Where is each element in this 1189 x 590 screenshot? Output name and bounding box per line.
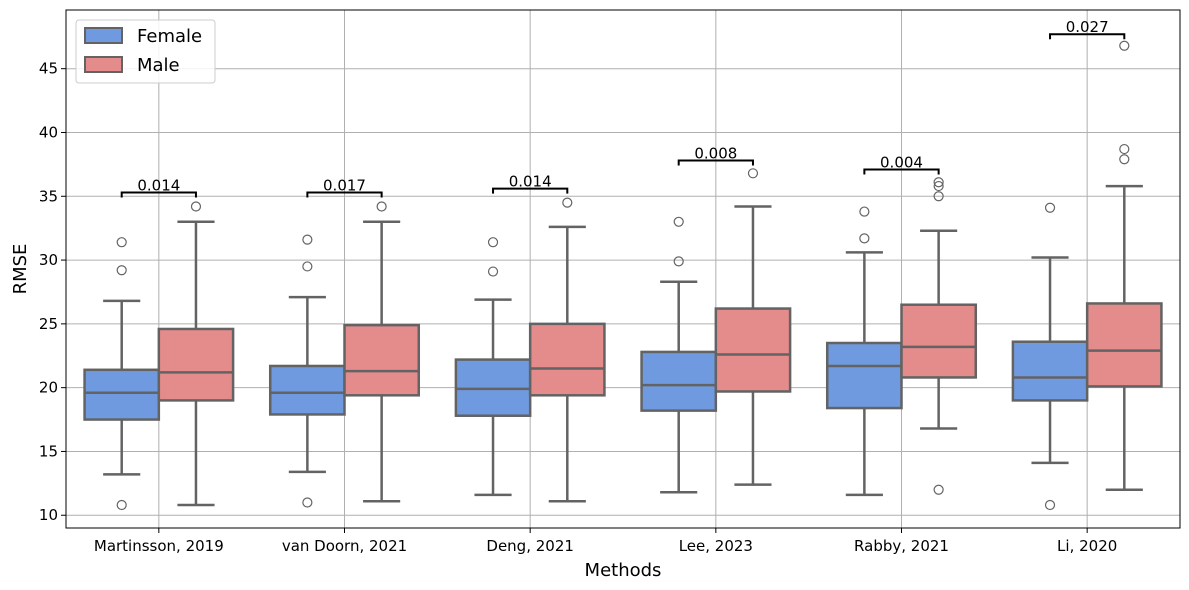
significance-bracket: 0.017 xyxy=(306,176,383,198)
significance-bracket: 0.014 xyxy=(492,173,569,194)
iqr-box xyxy=(343,323,421,397)
legend: Female Male xyxy=(75,19,216,84)
box-male xyxy=(157,201,235,507)
box-male xyxy=(900,177,978,495)
outlier-point xyxy=(376,201,387,212)
y-tick-label: 15 xyxy=(39,442,58,460)
iqr-box xyxy=(714,307,792,393)
outlier-point xyxy=(859,233,870,244)
outlier-point xyxy=(562,197,573,208)
box-female xyxy=(825,206,903,497)
plot-frame xyxy=(65,9,1181,529)
y-tick-label: 40 xyxy=(39,123,58,141)
outlier-point xyxy=(1119,143,1130,155)
y-tick-label: 45 xyxy=(39,60,58,78)
x-tick-label: Li, 2020 xyxy=(1057,537,1117,555)
p-value-label: 0.004 xyxy=(880,153,923,171)
box-male xyxy=(528,197,606,503)
box-female xyxy=(640,216,718,494)
legend-label-female: Female xyxy=(137,26,202,47)
y-tick-label: 30 xyxy=(39,251,58,269)
box-female xyxy=(454,237,532,497)
outlier-point xyxy=(1119,154,1130,165)
y-tick-label: 10 xyxy=(39,506,58,524)
bracket-line xyxy=(306,191,383,198)
outlier-point xyxy=(933,177,944,188)
iqr-box xyxy=(268,364,346,416)
p-value-label: 0.014 xyxy=(137,176,180,194)
bracket-line xyxy=(120,191,197,198)
legend-swatch-male xyxy=(84,56,123,73)
legend-swatch-female xyxy=(84,27,123,44)
iqr-box xyxy=(825,341,903,410)
box-female xyxy=(83,237,161,511)
x-tick-label: Rabby, 2021 xyxy=(854,537,949,555)
box-female xyxy=(1011,202,1089,511)
y-axis-label: RMSE xyxy=(10,244,31,295)
outlier-point xyxy=(673,216,684,227)
outlier-point xyxy=(673,256,684,267)
box-male xyxy=(1085,40,1163,491)
bracket-line xyxy=(863,168,940,175)
iqr-box xyxy=(900,303,978,379)
axis-ticks: 10 15 20 25 30 35 40 45 Martinsson, 2019 van Door… xyxy=(39,60,1117,555)
box-female xyxy=(268,234,346,508)
significance-bracket: 0.027 xyxy=(1049,18,1126,40)
box-male xyxy=(343,201,421,503)
significance-annotations: 0.014 0.017 0.014 0.008 0.004 0.027 xyxy=(120,18,1126,198)
outlier-point xyxy=(933,191,944,202)
outlier-point xyxy=(1119,40,1130,51)
x-tick-label: Martinsson, 2019 xyxy=(94,537,224,555)
outlier-point xyxy=(747,168,759,179)
p-value-label: 0.017 xyxy=(323,176,366,194)
p-value-label: 0.027 xyxy=(1066,18,1109,36)
significance-bracket: 0.014 xyxy=(120,176,197,198)
outlier-point xyxy=(933,180,944,192)
outlier-point xyxy=(116,237,127,248)
y-tick-label: 35 xyxy=(39,187,58,205)
p-value-label: 0.014 xyxy=(509,173,552,191)
bracket-line xyxy=(492,187,569,194)
outlier-point xyxy=(487,266,499,277)
box-male xyxy=(714,168,792,486)
outlier-point xyxy=(859,206,870,217)
bracket-line xyxy=(677,159,754,166)
x-tick-label: Deng, 2021 xyxy=(486,537,574,555)
outlier-point xyxy=(487,237,499,248)
iqr-box xyxy=(1011,340,1089,402)
y-tick-label: 20 xyxy=(39,379,58,397)
y-tick-label: 25 xyxy=(39,315,58,333)
iqr-box xyxy=(528,322,606,397)
outlier-point xyxy=(933,484,944,495)
iqr-box xyxy=(1085,302,1163,388)
iqr-box xyxy=(454,358,532,417)
legend-label-male: Male xyxy=(137,55,180,76)
outlier-point xyxy=(116,499,127,511)
p-value-label: 0.008 xyxy=(694,145,737,163)
outlier-point xyxy=(190,201,202,212)
x-axis-label: Methods xyxy=(585,560,662,581)
iqr-box xyxy=(157,327,235,402)
outlier-point xyxy=(302,234,313,245)
outlier-point xyxy=(302,497,313,508)
significance-bracket: 0.004 xyxy=(863,153,940,175)
bracket-line xyxy=(1049,33,1126,40)
box-plots xyxy=(83,40,1163,511)
outlier-point xyxy=(1044,499,1056,511)
x-tick-label: van Doorn, 2021 xyxy=(282,537,407,555)
grid-lines xyxy=(66,10,1180,528)
significance-bracket: 0.008 xyxy=(677,145,754,166)
outlier-point xyxy=(302,261,313,272)
iqr-box xyxy=(83,368,161,421)
outlier-point xyxy=(1044,202,1056,213)
outlier-point xyxy=(116,265,127,276)
x-tick-label: Lee, 2023 xyxy=(679,537,753,555)
iqr-box xyxy=(640,350,718,412)
